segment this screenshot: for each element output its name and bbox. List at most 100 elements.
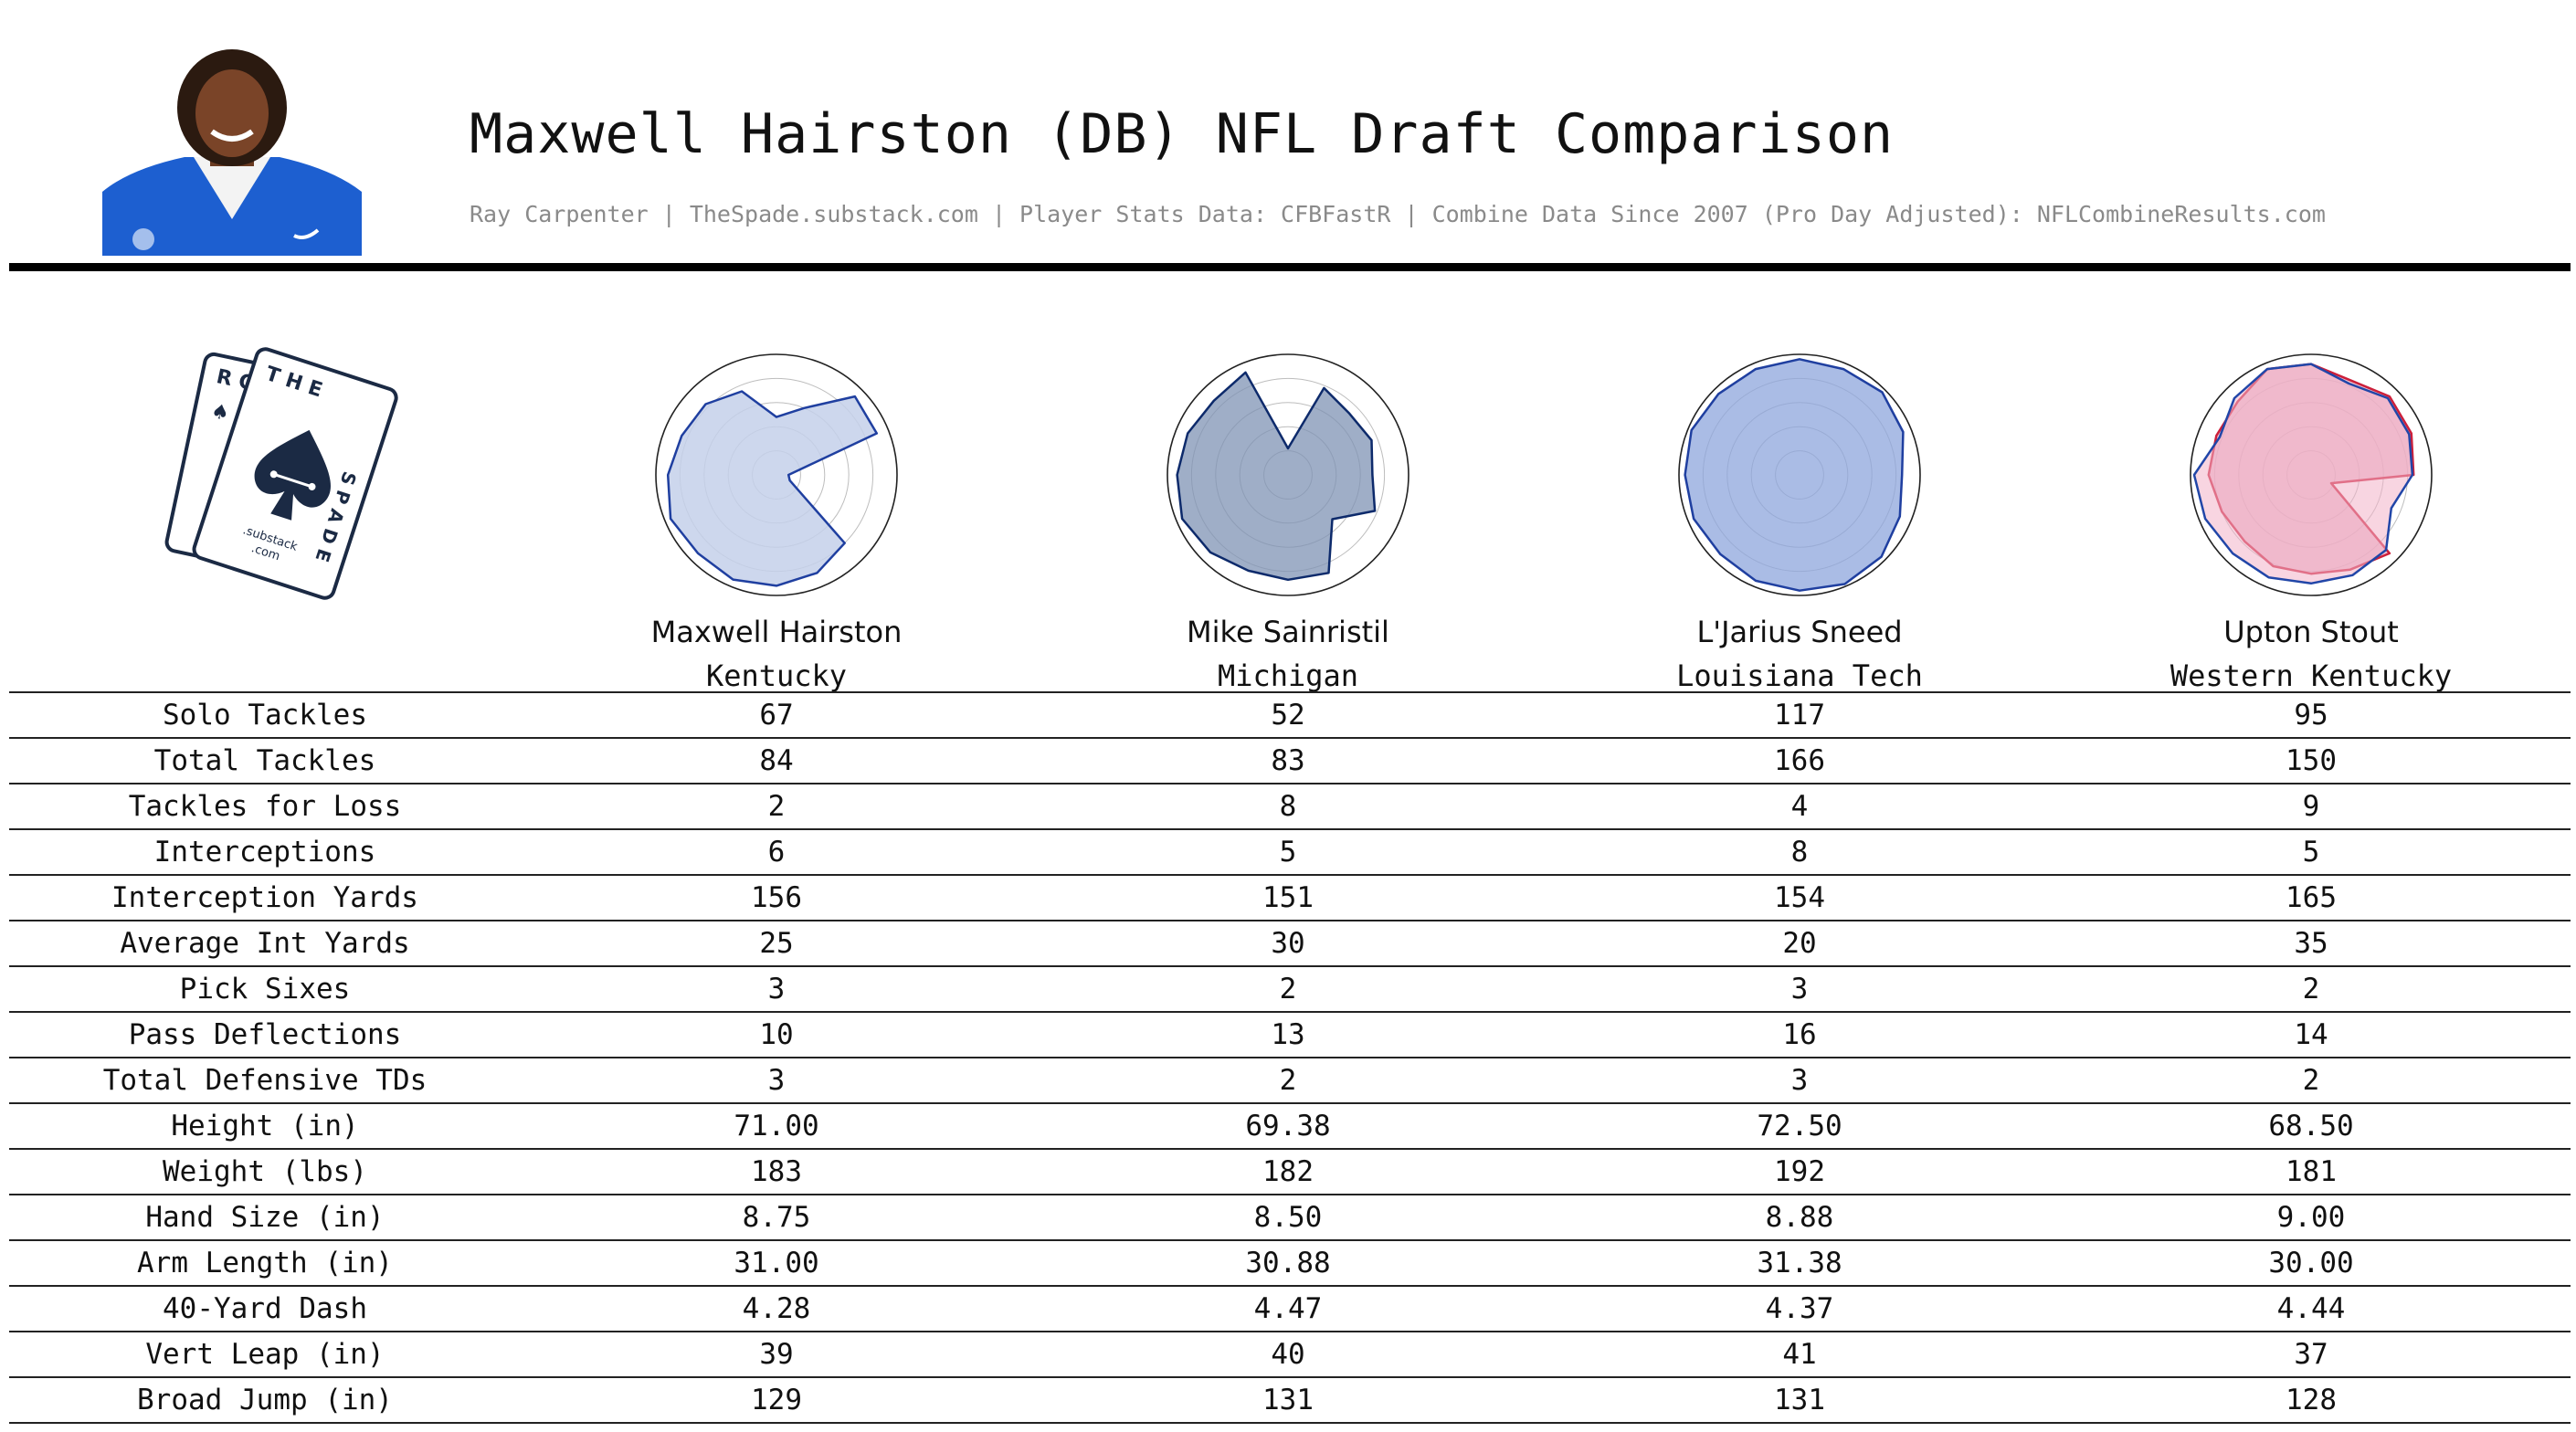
player-name: L'Jarius Sneed <box>1696 615 1903 649</box>
stat-value: 166 <box>1774 744 1825 777</box>
player-card-sneed: L'Jarius Sneed Louisiana Tech <box>1544 347 2055 700</box>
radar-series-0-0 <box>666 390 879 587</box>
stat-value: 6 <box>767 836 786 869</box>
radar-chart-hairston <box>655 353 898 596</box>
table-row: Solo Tackles 67 52 117 95 <box>9 693 2571 739</box>
stat-value: 31.00 <box>734 1247 819 1279</box>
stat-value: 8 <box>1279 790 1297 823</box>
row-label: Interceptions <box>153 836 376 869</box>
stat-value: 128 <box>2286 1384 2337 1416</box>
player-school: Michigan <box>1217 658 1359 693</box>
stat-value: 3 <box>1790 1064 1809 1097</box>
table-row: Pick Sixes 3 2 3 2 <box>9 967 2571 1013</box>
stat-value: 10 <box>759 1018 794 1051</box>
stat-value: 83 <box>1271 744 1305 777</box>
row-label: Total Defensive TDs <box>102 1064 428 1097</box>
the-spade-logo: R C ♠ T H E S P A D E .substack .com <box>155 345 402 610</box>
stat-value: 37 <box>2294 1338 2328 1371</box>
table-row: Pass Deflections 10 13 16 14 <box>9 1013 2571 1058</box>
row-label: Height (in) <box>171 1110 359 1142</box>
stat-value: 8.88 <box>1765 1201 1834 1234</box>
player-card-stout: Upton Stout Western Kentucky <box>2055 347 2567 700</box>
row-label: 40-Yard Dash <box>163 1292 367 1325</box>
row-label: Interception Yards <box>111 881 418 914</box>
stat-value: 131 <box>1262 1384 1314 1416</box>
stat-value: 154 <box>1774 881 1825 914</box>
table-row: Total Tackles 84 83 166 150 <box>9 739 2571 784</box>
stat-value: 4.28 <box>742 1292 811 1325</box>
radar-chart-stout <box>2190 353 2433 596</box>
table-row: Average Int Yards 25 30 20 35 <box>9 921 2571 967</box>
stat-value: 2 <box>2302 1064 2320 1097</box>
stat-value: 165 <box>2286 881 2337 914</box>
stat-value: 5 <box>1279 836 1297 869</box>
radar-gridline <box>1678 353 1921 596</box>
stat-value: 71.00 <box>734 1110 819 1142</box>
header-divider <box>9 263 2571 271</box>
stat-value: 151 <box>1262 881 1314 914</box>
stat-value: 9 <box>2302 790 2320 823</box>
stat-value: 8.50 <box>1253 1201 1323 1234</box>
table-row: Hand Size (in) 8.75 8.50 8.88 9.00 <box>9 1195 2571 1241</box>
stat-value: 31.38 <box>1757 1247 1842 1279</box>
stat-value: 39 <box>759 1338 794 1371</box>
stat-value: 3 <box>1790 973 1809 1006</box>
row-label: Weight (lbs) <box>163 1155 367 1188</box>
stat-value: 4.37 <box>1765 1292 1834 1325</box>
stat-value: 25 <box>759 927 794 960</box>
stat-value: 13 <box>1271 1018 1305 1051</box>
stat-value: 84 <box>759 744 794 777</box>
radar-series-3-4 <box>2192 363 2414 585</box>
row-label: Broad Jump (in) <box>137 1384 393 1416</box>
player-card-sainristil: Mike Sainristil Michigan <box>1032 347 1544 700</box>
stat-value: 131 <box>1774 1384 1825 1416</box>
table-row: Total Defensive TDs 3 2 3 2 <box>9 1058 2571 1104</box>
stat-value: 30.88 <box>1245 1247 1331 1279</box>
table-row: 40-Yard Dash 4.28 4.47 4.37 4.44 <box>9 1287 2571 1332</box>
radar-chart-sneed <box>1678 353 1921 596</box>
stat-value: 2 <box>767 790 786 823</box>
stat-value: 2 <box>1279 973 1297 1006</box>
stat-value: 40 <box>1271 1338 1305 1371</box>
stat-value: 69.38 <box>1245 1110 1331 1142</box>
stat-value: 117 <box>1774 699 1825 732</box>
row-label: Solo Tackles <box>163 699 367 732</box>
stat-value: 16 <box>1782 1018 1817 1051</box>
stat-value: 9.00 <box>2276 1201 2346 1234</box>
stat-value: 8.75 <box>742 1201 811 1234</box>
stat-value: 182 <box>1262 1155 1314 1188</box>
stat-value: 4.44 <box>2276 1292 2346 1325</box>
row-label: Pass Deflections <box>128 1018 402 1051</box>
row-label: Hand Size (in) <box>145 1201 385 1234</box>
stat-value: 30 <box>1271 927 1305 960</box>
row-label: Total Tackles <box>153 744 376 777</box>
stat-value: 3 <box>767 1064 786 1097</box>
page-subtitle: Ray Carpenter | TheSpade.substack.com | … <box>470 201 2326 227</box>
stat-value: 95 <box>2294 699 2328 732</box>
player-photo <box>102 37 362 256</box>
row-label: Average Int Yards <box>120 927 410 960</box>
player-card-hairston: Maxwell Hairston Kentucky <box>521 347 1032 700</box>
table-row: Tackles for Loss 2 8 4 9 <box>9 784 2571 830</box>
table-row: Vert Leap (in) 39 40 41 37 <box>9 1332 2571 1378</box>
player-name: Maxwell Hairston <box>650 615 903 649</box>
page-title: Maxwell Hairston (DB) NFL Draft Comparis… <box>470 102 1895 166</box>
player-name: Mike Sainristil <box>1187 615 1389 649</box>
stat-value: 20 <box>1782 927 1817 960</box>
player-name: Upton Stout <box>2223 615 2399 649</box>
stat-value: 5 <box>2302 836 2320 869</box>
stats-table: Solo Tackles 67 52 117 95 Total Tackles 84 83 16… <box>9 691 2571 1424</box>
row-label: Pick Sixes <box>179 973 351 1006</box>
player-school: Western Kentucky <box>2170 658 2453 693</box>
stat-value: 41 <box>1782 1338 1817 1371</box>
table-row: Weight (lbs) 183 182 192 181 <box>9 1150 2571 1195</box>
table-row: Broad Jump (in) 129 131 131 128 <box>9 1378 2571 1424</box>
stat-value: 52 <box>1271 699 1305 732</box>
stat-value: 4 <box>1790 790 1809 823</box>
stat-value: 35 <box>2294 927 2328 960</box>
stat-value: 8 <box>1790 836 1809 869</box>
stat-value: 67 <box>759 699 794 732</box>
player-school: Louisiana Tech <box>1676 658 1923 693</box>
stat-value: 192 <box>1774 1155 1825 1188</box>
stat-value: 150 <box>2286 744 2337 777</box>
